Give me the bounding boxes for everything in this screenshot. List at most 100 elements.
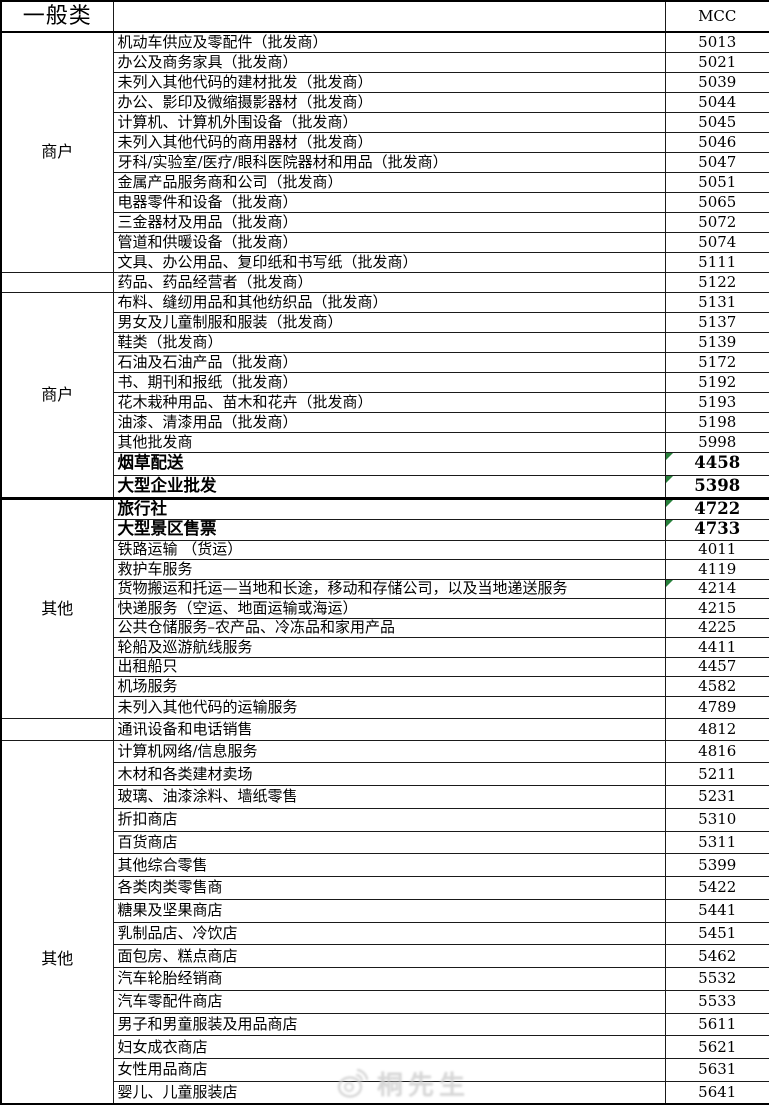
mcc-code: 4458 [694,453,741,473]
table-row: 药品、药品经营者（批发商） 5122 [0,271,769,293]
merchant-desc-cell: 妇女成衣商店 [112,1035,666,1059]
merchant-desc-cell: 烟草配送 [112,451,666,476]
merchant-desc-cell: 男子和男童服装及用品商店 [112,1012,666,1037]
mcc-code: 4011 [698,540,737,559]
table-row: 救护车服务 4119 [1,559,769,580]
table-row: 其他 计算机网络/信息服务 4816 [0,739,769,1105]
mcc-code-cell: 5311 [664,830,769,855]
mcc-code: 5462 [698,946,737,965]
table-row: 乳制品店、冷饮店 5451 [1,921,769,946]
mcc-code-cell: 4458 [664,451,769,476]
merchant-desc-cell: 婴儿、儿童服装店 [112,1080,666,1105]
table-row: 金属产品服务商和公司（批发商） 5051 [1,171,769,193]
mcc-code-cell: 5621 [664,1035,769,1059]
mcc-code-cell: 5192 [664,371,769,393]
table-row: 商户 布料、缝纫用品和其他纺织品（批发商） 5131 [0,291,769,499]
table-row: 机场服务 4582 [1,676,769,697]
mcc-code: 5611 [698,1014,737,1033]
mcc-code-cell: 5065 [664,191,769,213]
table-row: 面包房、糕点商店 5462 [1,944,769,968]
mcc-code-cell: 5046 [664,131,769,153]
table-title-cell: 一般类 [0,0,114,33]
merchant-desc-cell: 书、期刊和报纸（批发商） [112,371,666,393]
table-row: 男女及儿童制服和服装（批发商） 5137 [1,311,769,333]
mcc-code: 5398 [694,475,741,495]
merchant-desc-cell: 未列入其他代码的运输服务 [112,695,666,719]
merchant-desc-cell: 大型企业批发 [112,474,666,499]
mcc-code-cell: 5399 [664,853,769,877]
mcc-code: 5074 [698,232,737,251]
table-row: 三金器材及用品（批发商） 5072 [1,211,769,233]
merchant-desc-cell: 三金器材及用品（批发商） [112,211,666,233]
mcc-code: 5399 [698,855,737,874]
table-row: 汽车零配件商店 5533 [1,989,769,1014]
mcc-code-cell: 5422 [664,876,769,900]
merchant-desc-cell: 布料、缝纫用品和其他纺织品（批发商） [112,291,666,313]
mcc-code: 5198 [698,412,737,431]
mcc-code: 5532 [698,969,737,988]
green-corner-marker-icon [666,476,673,483]
table-row: 其他批发商 5998 [1,431,769,453]
merchant-desc-cell: 计算机网络/信息服务 [112,739,666,764]
table-row: 办公、影印及微缩摄影器材（批发商） 5044 [1,91,769,113]
mcc-code-cell: 5139 [664,331,769,353]
mcc-code-cell: 5998 [664,431,769,453]
mcc-code: 5072 [698,212,737,231]
merchant-desc-cell: 快递服务（空运、地面运输或海运） [112,598,666,619]
green-corner-marker-icon [666,501,673,507]
table-row: 办公及商务家具（批发商） 5021 [1,51,769,73]
mcc-code: 4215 [698,598,737,617]
merchant-desc-cell: 货物搬运和托运—当地和长途，移动和存储公司，以及当地递送服务 [112,578,666,599]
mcc-code-cell: 5074 [664,231,769,253]
mcc-code: 5998 [698,432,737,451]
mcc-code-cell: 4011 [664,539,769,560]
table-row: 出租船只 4457 [1,656,769,677]
table-row: 未列入其他代码的商用器材（批发商） 5046 [1,131,769,153]
mcc-code-cell: 5211 [664,762,769,786]
category-cell [0,717,114,741]
merchant-desc-cell: 救护车服务 [112,559,666,580]
merchant-desc-cell: 各类肉类零售商 [112,876,666,900]
table-row: 女性用品商店 5631 [1,1058,769,1082]
mcc-code-cell: 5039 [664,71,769,93]
mcc-code: 5211 [698,764,737,783]
mcc-code-cell: 5198 [664,411,769,433]
table-row: 公共仓储服务–农产品、冷冻品和家用产品 4225 [1,617,769,638]
mcc-code: 4816 [698,741,737,760]
merchant-desc-cell: 轮船及巡游航线服务 [112,637,666,658]
table-row: 计算机、计算机外围设备（批发商） 5045 [1,111,769,133]
mcc-code-cell: 5111 [664,251,769,273]
header-desc-cell [112,0,666,33]
mcc-code: 4214 [698,579,737,598]
mcc-code: 5311 [698,832,737,851]
merchant-desc-cell: 男女及儿童制服和服装（批发商） [112,311,666,333]
table-row: 石油及石油产品（批发商） 5172 [1,351,769,373]
merchant-desc-cell: 旅行社 [112,496,666,520]
mcc-code-cell: 4214 [664,578,769,599]
table-row: 铁路运输 （货运） 4011 [1,539,769,560]
mcc-code-cell: 5462 [664,944,769,968]
mcc-code-cell: 5533 [664,989,769,1014]
mcc-code: 5021 [698,52,737,71]
mcc-code-cell: 5021 [664,51,769,73]
mcc-code-cell: 5131 [664,291,769,313]
table-row: 妇女成衣商店 5621 [1,1035,769,1059]
mcc-code: 5044 [698,92,737,111]
mcc-code: 5039 [698,72,737,91]
mcc-code-cell: 5044 [664,91,769,113]
merchant-desc-cell: 鞋类（批发商） [112,331,666,353]
merchant-desc-cell: 其他批发商 [112,431,666,453]
table-row: 各类肉类零售商 5422 [1,876,769,900]
merchant-desc-cell: 未列入其他代码的建材批发（批发商） [112,71,666,93]
mcc-code-cell: 4722 [664,496,769,520]
merchant-desc-cell: 公共仓储服务–农产品、冷冻品和家用产品 [112,617,666,638]
category-cell: 其他 [0,496,114,719]
table-header-row: 一般类 MCC [0,0,769,33]
mcc-code: 5631 [698,1060,737,1079]
merchant-desc-cell: 油漆、清漆用品（批发商） [112,411,666,433]
table-row: 木材和各类建材卖场 5211 [1,762,769,786]
mcc-code-cell: 5122 [664,271,769,293]
merchant-desc-cell: 女性用品商店 [112,1058,666,1082]
merchant-desc-cell: 药品、药品经营者（批发商） [112,271,666,293]
